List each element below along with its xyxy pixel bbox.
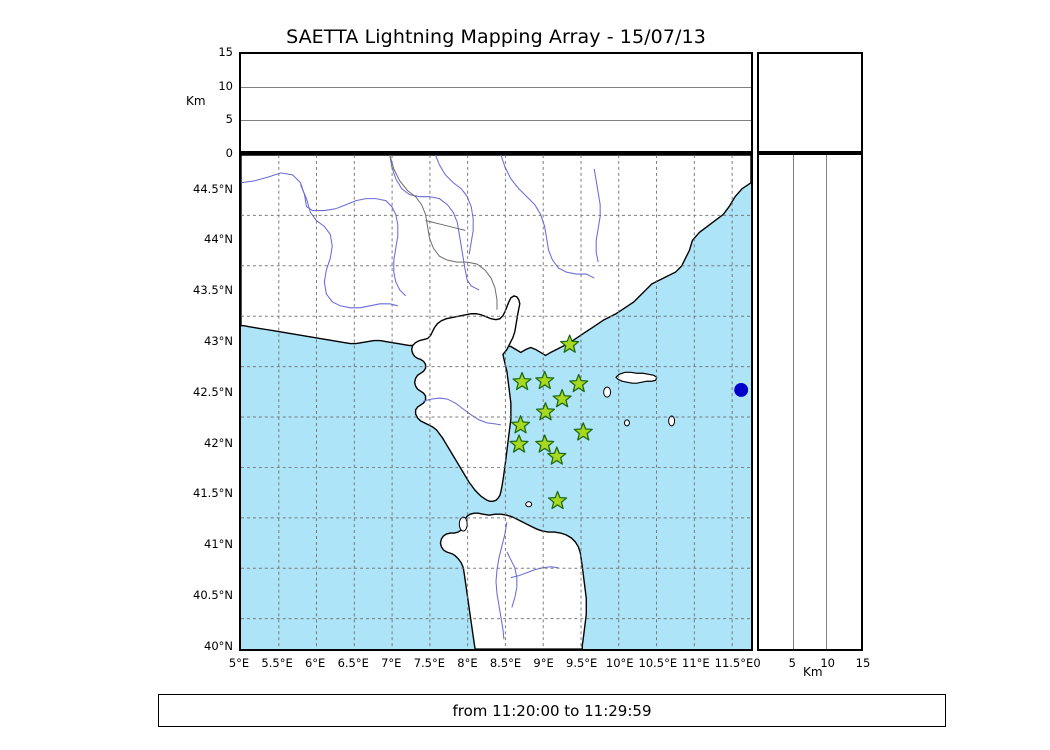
lma-station-marker-station-5[interactable] <box>552 388 572 408</box>
coastline-elba <box>615 371 658 384</box>
lma-station-marker-station-10[interactable] <box>535 434 555 453</box>
lightning-sources-layer <box>734 383 749 397</box>
river-6 <box>500 155 595 279</box>
map-lon-tick-10: 10°E <box>605 656 634 670</box>
top-panel-axis-label: Km <box>186 94 206 108</box>
lightning-source-dot-1[interactable] <box>734 383 749 397</box>
lma-station-marker-station-3[interactable] <box>535 370 555 390</box>
right-panel-gridline-5 <box>792 155 794 649</box>
right-panel-xtick-5: 5 <box>788 656 796 670</box>
map-lon-tick-8.5: 8.5°E <box>489 656 522 670</box>
map-lat-tick-44.5: 44.5°N <box>193 181 233 196</box>
map-lat-tick-40: 40°N <box>204 638 233 653</box>
map-gridlines <box>241 155 751 649</box>
lma-station-marker-station-9[interactable] <box>509 434 529 453</box>
border-1 <box>389 155 498 310</box>
map-graphics <box>241 155 751 649</box>
rivers <box>241 155 601 640</box>
map-lon-tick-11.5: 11.5°E <box>714 656 754 670</box>
top-panel-ytick-10: 10 <box>218 78 233 93</box>
river-3 <box>336 198 407 297</box>
top-right-panel[interactable] <box>757 52 863 153</box>
map-lat-tick-42: 42°N <box>204 435 233 450</box>
map-lon-tick-5.5: 5.5°E <box>261 656 293 670</box>
right-panel-axis-label: Km <box>803 665 823 679</box>
time-range-status-box[interactable]: from 11:20:00 to 11:29:59 <box>158 694 946 727</box>
map-lon-tick-11: 11°E <box>682 656 710 670</box>
map-lon-tick-9.5: 9.5°E <box>566 656 598 670</box>
map-lat-tick-41: 41°N <box>204 537 233 552</box>
top-panel-gridline-5 <box>241 120 751 122</box>
time-range-text: from 11:20:00 to 11:29:59 <box>452 701 652 720</box>
lma-station-marker-station-8[interactable] <box>573 422 593 441</box>
top-altitude-panel[interactable] <box>239 52 753 153</box>
map-panel[interactable] <box>239 153 753 651</box>
border-2 <box>425 220 466 231</box>
admin-borders <box>389 155 498 310</box>
lma-station-marker-station-6[interactable] <box>535 402 556 421</box>
island-maddalena <box>525 501 533 508</box>
lma-station-marker-station-1[interactable] <box>560 334 580 353</box>
map-lat-tick-43.5: 43.5°N <box>193 283 233 298</box>
map-lon-tick-5: 5°E <box>228 656 250 670</box>
map-lon-tick-7.5: 7.5°E <box>413 656 446 670</box>
lma-station-marker-station-7[interactable] <box>510 415 531 434</box>
right-panel-xtick-10: 10 <box>820 656 835 670</box>
map-lat-tick-44: 44°N <box>204 232 233 247</box>
map-lon-tick-6: 6°E <box>304 656 326 670</box>
map-lat-tick-43: 43°N <box>204 334 233 349</box>
coastline-sardinia <box>439 512 587 649</box>
lma-station-marker-station-2[interactable] <box>512 371 532 391</box>
landmasses <box>241 155 751 649</box>
map-lat-tick-42.5: 42.5°N <box>193 384 233 399</box>
top-panel-ytick-0: 0 <box>225 146 233 160</box>
lma-stations-layer <box>509 334 593 510</box>
right-panel-xtick-15: 15 <box>855 656 871 670</box>
river-corsica <box>423 397 502 426</box>
map-lon-tick-9: 9°E <box>533 656 554 670</box>
island-capraia <box>603 386 612 398</box>
island-pianosa <box>623 419 630 427</box>
lma-station-marker-station-4[interactable] <box>569 373 589 393</box>
map-lon-tick-7: 7°E <box>381 656 402 670</box>
map-lon-tick-6.5: 6.5°E <box>337 656 369 670</box>
top-panel-ytick-5: 5 <box>225 112 233 127</box>
right-altitude-panel[interactable] <box>757 153 863 651</box>
lma-station-marker-station-12[interactable] <box>547 490 568 510</box>
river-sardinia-3 <box>510 566 559 579</box>
map-lon-tick-10.5: 10.5°E <box>638 656 678 670</box>
map-lat-tick-40.5: 40.5°N <box>193 588 233 603</box>
top-panel-ytick-15: 15 <box>218 45 233 59</box>
top-panel-gridline-10 <box>241 86 751 88</box>
map-lon-tick-8: 8°E <box>457 656 478 670</box>
right-panel-xtick-0: 0 <box>753 656 761 670</box>
river-4 <box>389 155 480 291</box>
map-lat-tick-41.5: 41.5°N <box>193 486 233 501</box>
lma-station-marker-station-11[interactable] <box>547 446 567 465</box>
island-giglio <box>668 415 676 427</box>
island-asinara <box>458 516 468 532</box>
right-panel-gridline-10 <box>826 155 828 649</box>
river-sardinia-2 <box>506 551 518 608</box>
coastline-corsica <box>410 295 521 502</box>
river-sardinia-1 <box>495 522 508 640</box>
page-title: SAETTA Lightning Mapping Array - 15/07/1… <box>286 26 706 48</box>
river-7 <box>593 168 601 263</box>
